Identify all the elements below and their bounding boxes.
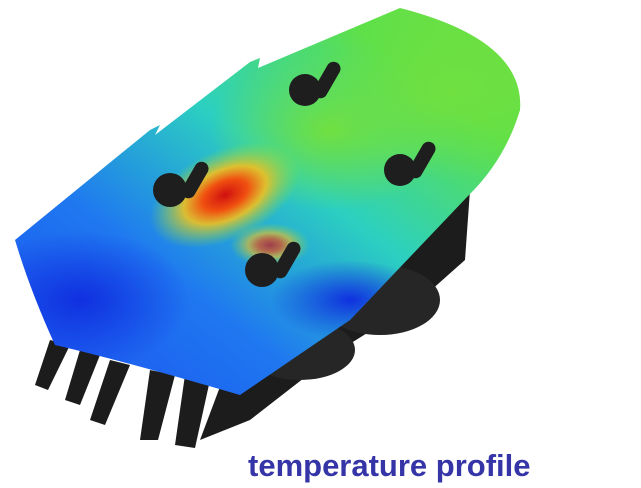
page: temperature profile (() => { const data … bbox=[0, 0, 641, 488]
caption: temperature profile bbox=[248, 448, 531, 483]
scene: temperature profile bbox=[0, 0, 641, 488]
